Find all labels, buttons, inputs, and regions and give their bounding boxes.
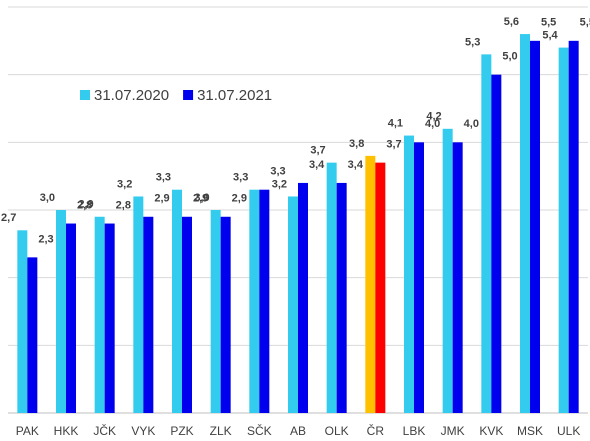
value-label: 5,5 [580,17,590,29]
value-label: 5,5 [541,17,556,29]
bar [375,162,386,413]
x-tick-label: KVK [479,424,503,438]
value-label: 2,9 [78,199,93,211]
x-tick-label: JČK [93,423,116,438]
x-tick-label: PZK [170,424,193,438]
bar [558,47,569,413]
x-tick-label: JMK [441,424,465,438]
value-label: 3,2 [272,178,287,190]
legend-swatch [80,90,90,100]
value-label: 3,0 [194,192,209,204]
x-tick-label: SČK [247,423,272,438]
bar [530,40,540,413]
bar [365,155,376,413]
value-label: 4,0 [464,118,479,130]
value-label: 3,3 [270,166,285,178]
legend-label: 31.07.2020 [94,87,169,104]
value-label: 5,4 [542,30,558,42]
value-label: 2,8 [77,199,92,211]
bar [568,40,579,413]
bar [172,189,182,413]
value-label: 4,2 [426,111,441,123]
x-tick-label: ČR [367,423,385,438]
x-tick-label: AB [290,424,306,438]
bar [182,216,192,413]
bar [27,257,38,413]
value-label: 5,0 [502,51,517,63]
x-tick-label: VYK [131,424,155,438]
bar [336,182,347,413]
value-label: 3,3 [233,172,248,184]
value-label: 3,8 [349,138,364,150]
x-tick-label: ULK [557,424,580,438]
value-label: 3,4 [309,159,325,171]
value-label: 4,0 [425,118,440,130]
value-label: 2,3 [38,233,53,245]
bar [520,34,530,414]
bar [442,128,453,414]
bar [133,196,144,413]
value-label: 3,3 [156,172,171,184]
bar [298,182,308,413]
bar [288,196,298,413]
value-label: 2,9 [232,193,247,205]
x-tick-label: LBK [403,424,426,438]
bar [220,216,231,413]
value-label: 2,9 [193,193,208,205]
bar [143,216,154,413]
value-label: 5,6 [504,16,519,28]
bar [56,210,66,413]
bar [326,162,337,413]
value-label: 2,9 [154,193,169,205]
x-tick-label: MSK [517,424,543,438]
bar [414,142,424,414]
bar [104,223,115,413]
bar [66,223,76,413]
value-label: 2,8 [116,199,131,211]
value-label: 3,7 [310,145,325,157]
bar [481,54,492,413]
bar [249,189,260,413]
value-label: 5,3 [465,36,480,48]
x-tick-label: ZLK [210,424,232,438]
bar [210,210,221,413]
bar [259,189,270,413]
value-label: 3,7 [386,139,401,151]
value-label: 3,4 [348,159,364,171]
legend-swatch [183,90,194,100]
x-tick-label: PAK [16,424,39,438]
bar [491,74,502,414]
bar [452,142,463,414]
bar [94,216,105,413]
value-label: 3,0 [40,192,55,204]
bar [17,230,28,413]
value-label: 4,1 [388,117,403,129]
bar [404,135,414,414]
x-tick-label: OLK [325,424,349,438]
value-label: 3,2 [117,178,132,190]
value-label: 2,7 [1,212,16,224]
legend-label: 31.07.2021 [197,87,272,104]
x-tick-label: HKK [54,424,79,438]
